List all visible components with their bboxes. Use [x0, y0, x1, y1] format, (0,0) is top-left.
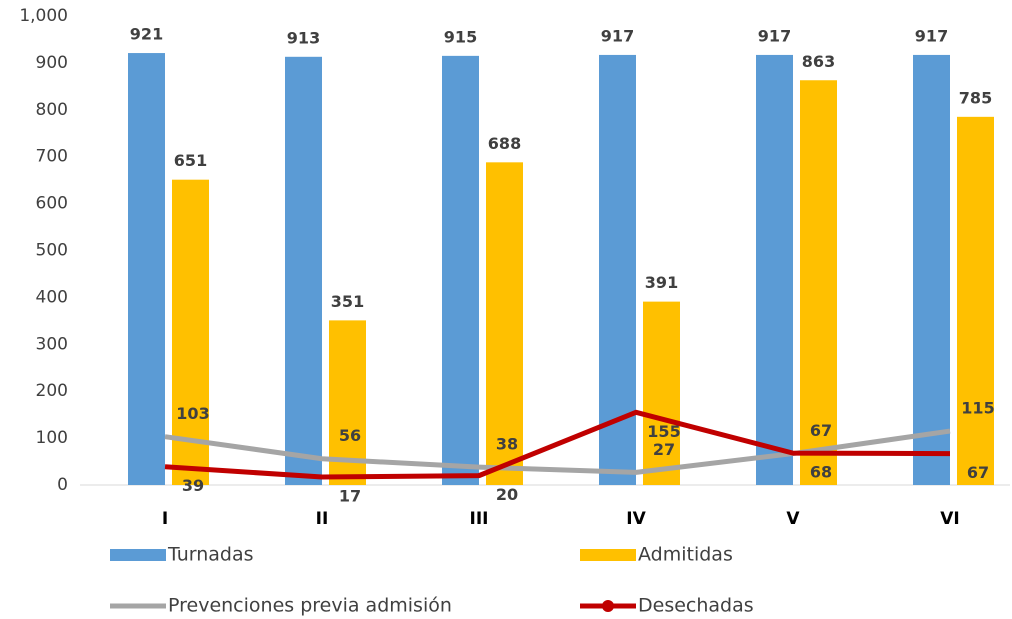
- data-label: 917: [915, 26, 948, 45]
- data-label: 688: [488, 134, 521, 153]
- data-label: 115: [961, 399, 994, 418]
- data-label: 913: [287, 28, 320, 47]
- y-tick-label: 300: [36, 334, 68, 354]
- data-label: 351: [331, 292, 364, 311]
- y-tick-label: 400: [36, 287, 68, 307]
- data-label: 67: [967, 463, 989, 482]
- data-label: 921: [130, 25, 163, 44]
- line: [164, 428, 951, 475]
- bar: [756, 54, 793, 485]
- legend-swatch: [580, 549, 636, 561]
- data-label: 27: [653, 440, 675, 459]
- x-tick-label: III: [470, 509, 489, 529]
- y-tick-label: 600: [36, 194, 68, 214]
- bar: [442, 55, 479, 486]
- data-label: 651: [174, 151, 207, 170]
- x-tick-label: IV: [626, 509, 646, 529]
- data-label: 917: [601, 26, 634, 45]
- data-label: 68: [810, 463, 832, 482]
- data-label: 785: [959, 88, 992, 107]
- data-label: 917: [758, 26, 791, 45]
- legend-label: Turnadas: [167, 544, 254, 566]
- x-tick-label: II: [316, 509, 329, 529]
- legend-marker: [602, 600, 614, 612]
- data-label: 155: [647, 422, 680, 441]
- legend-label: Prevenciones previa admisión: [168, 595, 452, 617]
- data-label: 38: [496, 435, 518, 454]
- bar: [128, 53, 165, 486]
- bar: [285, 56, 322, 485]
- data-label: 391: [645, 273, 678, 292]
- y-tick-label: 1,000: [19, 6, 68, 26]
- bar: [957, 116, 994, 486]
- data-label: 17: [339, 487, 361, 506]
- y-tick-label: 100: [36, 428, 68, 448]
- legend-label: Admitidas: [638, 544, 733, 566]
- data-label: 39: [182, 476, 204, 495]
- bar: [913, 54, 950, 485]
- y-tick-label: 800: [36, 100, 68, 120]
- y-tick-label: 700: [36, 147, 68, 167]
- data-label: 20: [496, 485, 518, 504]
- y-tick-label: 500: [36, 241, 68, 261]
- line: [164, 409, 951, 480]
- legend-swatch: [110, 549, 166, 561]
- legend-label: Desechadas: [638, 595, 754, 617]
- data-label: 67: [810, 421, 832, 440]
- x-tick-label: I: [162, 509, 168, 529]
- x-tick-label: V: [786, 509, 800, 529]
- y-tick-label: 900: [36, 53, 68, 73]
- data-label: 103: [176, 404, 209, 423]
- bar: [486, 162, 523, 485]
- y-tick-label: 200: [36, 381, 68, 401]
- x-tick-label: VI: [940, 509, 959, 529]
- bar: [643, 301, 680, 485]
- y-tick-label: 0: [57, 475, 68, 495]
- data-label: 56: [339, 426, 361, 445]
- data-label: 915: [444, 27, 477, 46]
- bar: [800, 80, 837, 486]
- data-label: 863: [802, 52, 835, 71]
- bar: [172, 179, 209, 485]
